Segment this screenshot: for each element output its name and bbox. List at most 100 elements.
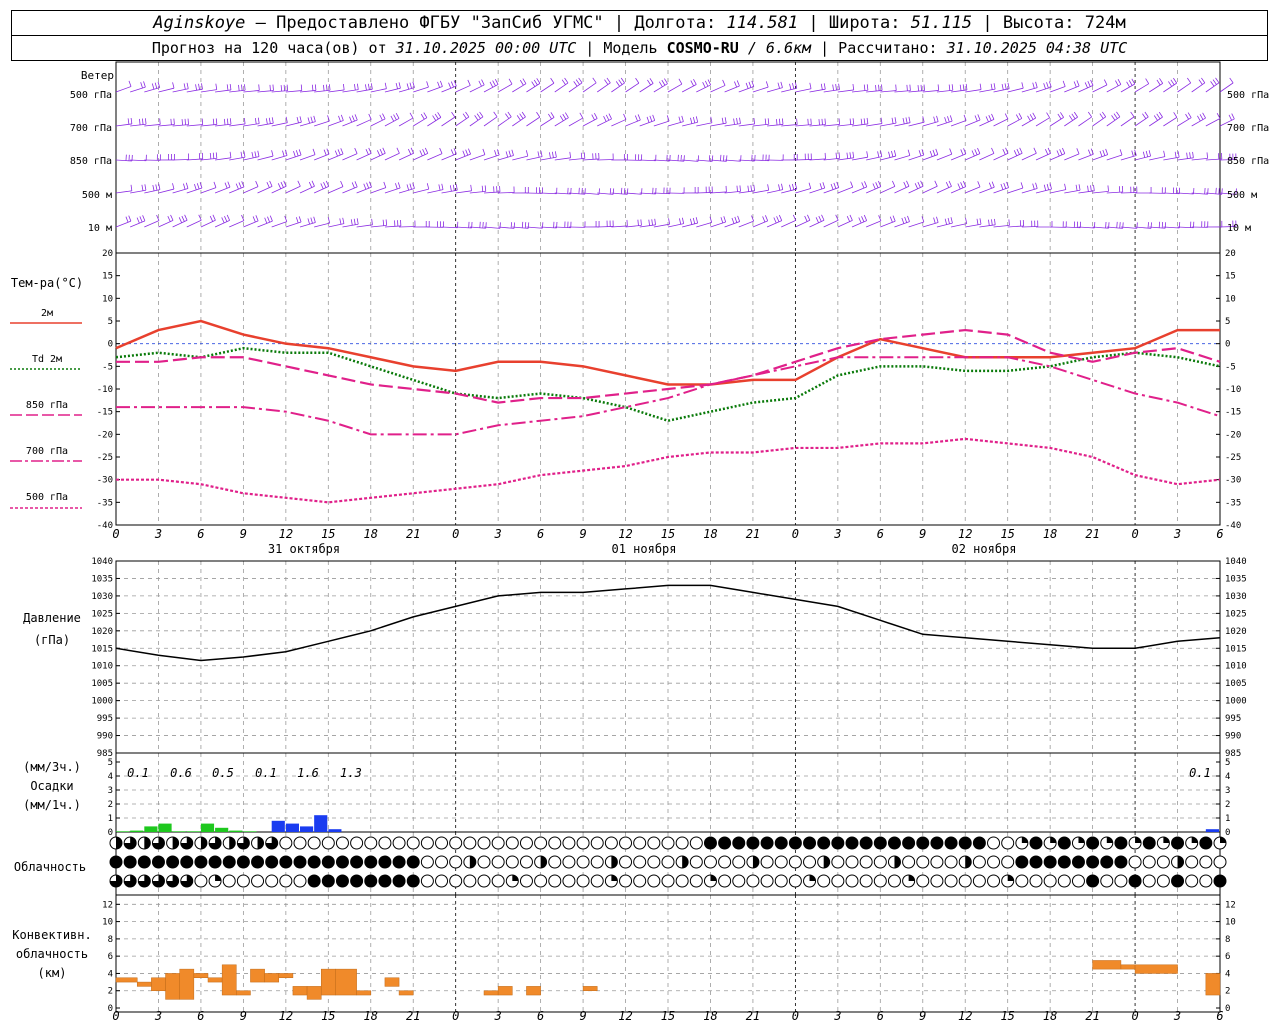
wind-barb-flag (354, 84, 356, 91)
cloud-cover-icon (647, 855, 661, 869)
wind-barb-shaft (993, 187, 1009, 194)
cloud-cover-circle (420, 874, 434, 888)
wind-barb (455, 79, 471, 93)
wind-barb-flag (531, 81, 536, 87)
wind-barb-flag (326, 84, 328, 91)
wind-barb-shaft (356, 153, 372, 161)
cloud-cover-icon (689, 874, 703, 888)
wind-barb (441, 148, 457, 161)
wind-barb-flag (299, 116, 302, 123)
cloud-cover-circle (1086, 874, 1100, 888)
wind-barb-flag (1235, 188, 1237, 195)
wind-barb-flag (537, 151, 540, 158)
wind-barb-flag (213, 181, 217, 188)
wind-barb-flag (1192, 151, 1194, 158)
wind-barb-shaft (795, 188, 811, 194)
cloud-cover-icon (293, 836, 307, 850)
wind-barb-shaft (342, 89, 359, 93)
wind-barb-flag (1212, 79, 1217, 85)
wind-barb-flag (293, 151, 296, 158)
wind-barb-shaft (1050, 189, 1066, 194)
wind-barb (1021, 182, 1038, 194)
wind-barb (200, 118, 218, 127)
cloud-cover-circle (689, 874, 703, 888)
pressure-axis-tick-label-right: 1000 (1225, 697, 1247, 707)
wind-barb (1219, 153, 1237, 161)
wind-barb (724, 80, 740, 93)
cloud-cover-icon (477, 855, 491, 869)
wind-barb-flag (368, 147, 372, 154)
wind-barb-flag (1032, 82, 1035, 89)
wind-barb-flag (409, 183, 412, 190)
hour-tick-label: 9 (919, 527, 926, 541)
wind-barb-shaft (554, 226, 571, 229)
wind-barb-flag (127, 118, 130, 125)
wind-barb (271, 149, 288, 161)
wind-barb (1007, 112, 1023, 127)
wind-barb-flag (354, 114, 358, 121)
cloud-cover-icon (406, 874, 420, 888)
model-name: COSMO-RU (666, 39, 739, 57)
wind-barb-shaft (540, 156, 557, 161)
wind-barb-shaft (1078, 153, 1094, 161)
wind-barb-flag (877, 151, 880, 158)
cloud-cover-circle (236, 874, 250, 888)
wind-barb-flag (762, 216, 766, 223)
wind-barb-shaft (682, 159, 699, 162)
wind-barb-flag (1199, 114, 1204, 120)
wind-barb (639, 154, 657, 162)
wind-barb (738, 215, 755, 228)
cloud-cover-icon (703, 836, 717, 850)
cloud-cover-circle (859, 836, 873, 850)
wind-barb-shaft (229, 186, 245, 194)
wind-barb-flag (550, 112, 555, 118)
wind-barb-shaft (795, 159, 812, 161)
wind-barb (965, 114, 981, 127)
cloud-cover-circle (463, 836, 477, 850)
wind-barb (823, 83, 840, 93)
wind-barb-flag (933, 116, 936, 123)
cloud-cover-icon (477, 874, 491, 888)
wind-level-700hpa: 700 гПа (70, 123, 112, 134)
conv-cloud-bar (264, 973, 280, 983)
cloud-cover-fill (1135, 837, 1142, 843)
wind-barb (837, 151, 855, 161)
cloud-cover-circle (1199, 874, 1213, 888)
wind-barb-flag (349, 116, 353, 123)
wind-barb-flag (707, 79, 712, 86)
wind-barb-shaft (965, 153, 981, 161)
wind-barb-flag (478, 80, 482, 87)
cloud-cover-icon (1071, 855, 1085, 869)
wind-barb-shaft (214, 220, 230, 228)
wind-barb (1035, 81, 1052, 93)
precip-bar (1205, 829, 1219, 832)
wind-barb (200, 214, 216, 228)
cloud-cover-circle (576, 836, 590, 850)
hour-tick-label: 12 (958, 527, 972, 541)
wind-barb (1092, 111, 1107, 127)
wind-barb (130, 81, 146, 93)
cloud-cover-circle (378, 855, 392, 869)
forecast-label: Прогноз на 120 часа(ов) от (151, 39, 396, 57)
precip-bar (158, 823, 172, 832)
wind-barb-shaft (809, 158, 826, 161)
wind-barb-shaft (512, 155, 528, 161)
wind-barb-shaft (965, 186, 981, 194)
wind-barb (681, 78, 697, 93)
wind-barb (795, 118, 812, 127)
wind-barb-flag (836, 181, 840, 188)
wind-barb-shaft (979, 186, 995, 194)
wind-barb (1092, 185, 1109, 194)
wind-barb-shaft (1134, 83, 1149, 93)
wind-barb-shaft (1106, 154, 1123, 161)
wind-barb-flag (140, 82, 143, 89)
pressure-axis-tick-label-right: 995 (1225, 714, 1241, 724)
wind-barb-flag (559, 115, 564, 122)
cloud-cover-icon (1015, 836, 1029, 850)
wind-barb-flag (215, 83, 218, 90)
wind-barb-flag (1113, 113, 1118, 119)
wind-barb (752, 118, 770, 127)
wind-barb-flag (212, 118, 215, 125)
wind-barb-shaft (243, 90, 260, 93)
wind-barb-flag (889, 216, 893, 223)
